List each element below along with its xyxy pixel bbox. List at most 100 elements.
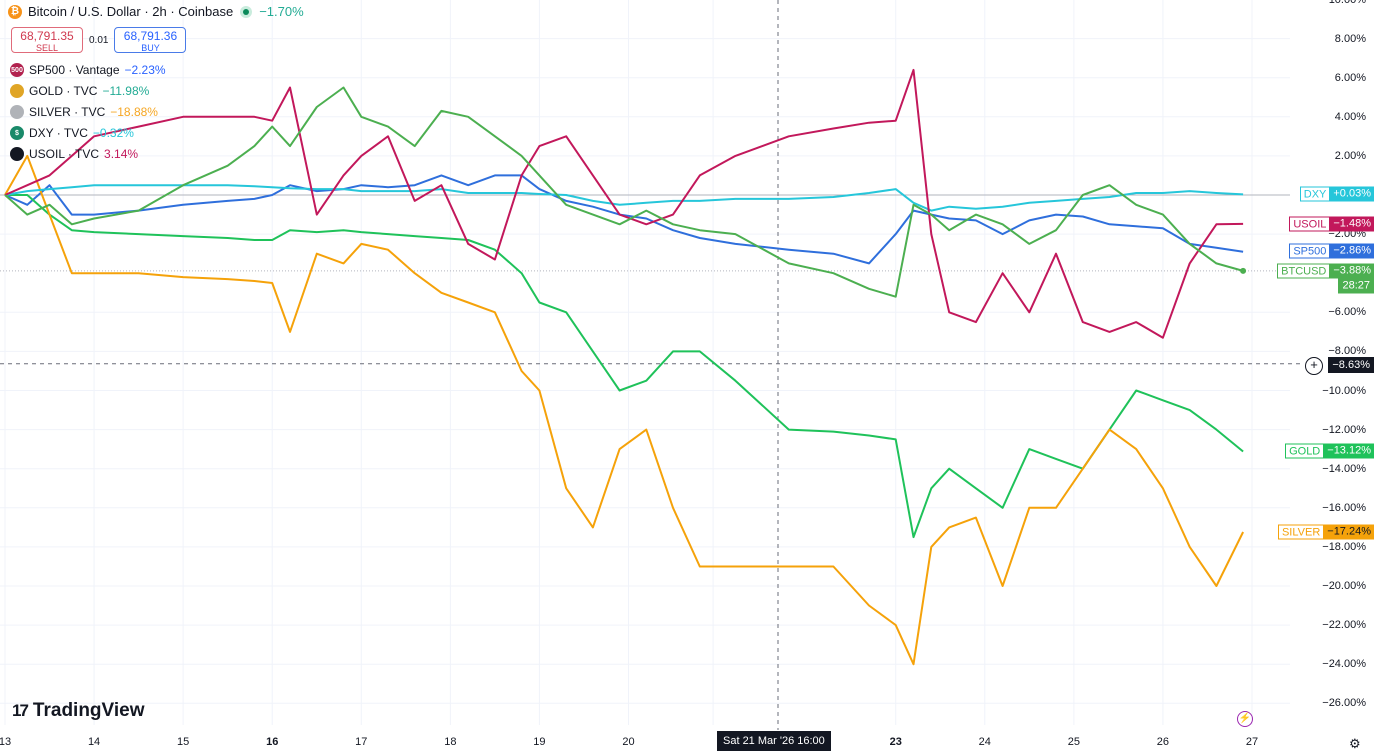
series-tag-value: −17.24% (1324, 524, 1374, 540)
y-tick-label: −12.00% (1322, 423, 1366, 436)
y-tick-label: −22.00% (1322, 619, 1366, 632)
buy-label: BUY (141, 43, 160, 53)
series-tag-sp500: SP500 −2.86% (1289, 243, 1374, 259)
series-tag-value: −3.88% (1330, 263, 1374, 279)
series-line-usoil[interactable] (4, 68, 1244, 339)
y-tick-label: 8.00% (1334, 32, 1366, 45)
x-tick-label: 24 (978, 736, 991, 748)
tradingview-logo[interactable]: 17 TradingView (12, 700, 145, 722)
legend-name: SILVER · TVC (29, 105, 106, 119)
series-tag-dxy: DXY +0.03% (1299, 186, 1374, 202)
legend-name: GOLD · TVC (29, 84, 98, 98)
flash-icon[interactable]: ⚡ (1237, 711, 1253, 727)
legend-change: −18.88% (110, 105, 158, 119)
y-tick-label: −24.00% (1322, 658, 1366, 671)
y-tick-label: 6.00% (1334, 71, 1366, 84)
series-tag-name: DXY (1299, 186, 1331, 202)
legend-symbol-icon: $ (10, 126, 24, 140)
legend-item[interactable]: USOIL · TVC 3.14% (10, 147, 138, 161)
symbol-header: ₿ Bitcoin / U.S. Dollar · 2h · Coinbase … (8, 4, 304, 19)
series-tag-btcusd: BTCUSD −3.88% 28:27 (1277, 263, 1374, 294)
tradingview-mark-icon: 17 (12, 701, 29, 720)
crosshair-date-label: Sat 21 Mar '26 16:00 (717, 731, 831, 751)
legend-symbol-icon (10, 105, 24, 119)
sell-button[interactable]: 68,791.35 SELL (11, 27, 83, 53)
legend-symbol-icon (10, 147, 24, 161)
bitcoin-icon: ₿ (8, 4, 22, 19)
x-tick-label: 13 (0, 736, 12, 748)
series-tag-name: USOIL (1289, 216, 1331, 232)
series-line-silver[interactable] (4, 154, 1244, 666)
tradingview-logo-text: TradingView (32, 700, 145, 721)
x-tick-label: 16 (266, 736, 279, 748)
spread-value: 0.01 (89, 34, 109, 46)
legend-item[interactable]: $ DXY · TVC −0.32% (10, 126, 134, 140)
zero-baseline (0, 194, 1290, 272)
add-alert-button[interactable]: + (1305, 357, 1323, 375)
x-tick-label: 20 (622, 736, 635, 748)
legend-item[interactable]: GOLD · TVC −11.98% (10, 84, 149, 98)
sell-price: 68,791.35 (20, 29, 74, 43)
sell-label: SELL (35, 43, 59, 53)
symbol-change: −1.70% (259, 4, 304, 19)
x-tick-label: 27 (1245, 736, 1259, 748)
legend-change: −2.23% (124, 63, 166, 77)
legend-symbol-icon: 500 (10, 63, 24, 77)
series-tag-value: −1.48% (1330, 216, 1374, 232)
legend-item[interactable]: 500 SP500 · Vantage −2.23% (10, 63, 166, 77)
trade-panel: 68,791.35 SELL 0.01 68,791.36 BUY (11, 27, 187, 53)
legend-item[interactable]: SILVER · TVC −18.88% (10, 105, 158, 119)
series-line-btcusd[interactable] (4, 86, 1244, 298)
legend-name: USOIL · TVC (29, 147, 100, 161)
y-tick-label: 2.00% (1334, 149, 1366, 162)
series-tag-value: −2.86% (1330, 243, 1374, 259)
series-lines (4, 68, 1247, 666)
btc-last-point (1240, 267, 1247, 274)
market-open-icon (243, 8, 250, 15)
series-tag-name: SP500 (1289, 243, 1331, 259)
series-tag-name: BTCUSD (1277, 263, 1331, 279)
y-tick-label: −8.00% (1328, 345, 1366, 358)
grid (0, 0, 1290, 725)
x-tick-label: 17 (355, 736, 368, 748)
buy-button[interactable]: 68,791.36 BUY (114, 27, 187, 53)
legend-name: DXY · TVC (29, 126, 88, 140)
x-tick-label: 25 (1067, 736, 1080, 748)
series-tag-silver: SILVER −17.24% (1277, 524, 1374, 540)
crosshair-value-label: −8.63% (1328, 357, 1374, 373)
x-tick-label: 26 (1156, 736, 1170, 748)
y-tick-label: −14.00% (1322, 462, 1366, 475)
series-tag-gold: GOLD −13.12% (1285, 443, 1374, 459)
legend-symbol-icon (10, 84, 24, 98)
x-tick-label: 18 (444, 736, 457, 748)
y-tick-label: −16.00% (1322, 501, 1366, 514)
series-tag-usoil: USOIL −1.48% (1289, 216, 1374, 232)
y-tick-label: 4.00% (1334, 110, 1366, 123)
legend-name: SP500 · Vantage (29, 63, 120, 77)
symbol-title[interactable]: Bitcoin / U.S. Dollar · 2h · Coinbase (28, 4, 234, 19)
bar-countdown: 28:27 (1338, 278, 1374, 294)
series-tag-name: GOLD (1285, 443, 1325, 459)
x-tick-label: 23 (889, 736, 902, 748)
y-tick-label: −26.00% (1322, 697, 1366, 710)
series-tag-value: −13.12% (1324, 443, 1374, 459)
x-tick-label: 15 (177, 736, 190, 748)
crosshair (0, 0, 1300, 730)
settings-gear-icon[interactable]: ⚙ (1349, 736, 1361, 751)
series-line-dxy[interactable] (4, 184, 1244, 212)
y-tick-label: 10.00% (1329, 0, 1366, 6)
x-tick-label: 19 (533, 736, 546, 748)
series-line-gold[interactable] (5, 194, 1244, 539)
x-tick-label: 14 (87, 736, 101, 748)
y-tick-label: −10.00% (1322, 384, 1366, 397)
y-tick-label: −20.00% (1322, 580, 1366, 592)
series-tag-value: +0.03% (1330, 186, 1374, 202)
y-tick-label: −18.00% (1322, 540, 1366, 553)
series-tag-name: SILVER (1277, 524, 1325, 540)
y-tick-label: −6.00% (1328, 306, 1366, 319)
legend-change: −0.32% (92, 126, 134, 140)
legend-change: −11.98% (102, 84, 150, 98)
buy-price: 68,791.36 (123, 29, 178, 43)
series-line-sp500[interactable] (4, 174, 1244, 265)
